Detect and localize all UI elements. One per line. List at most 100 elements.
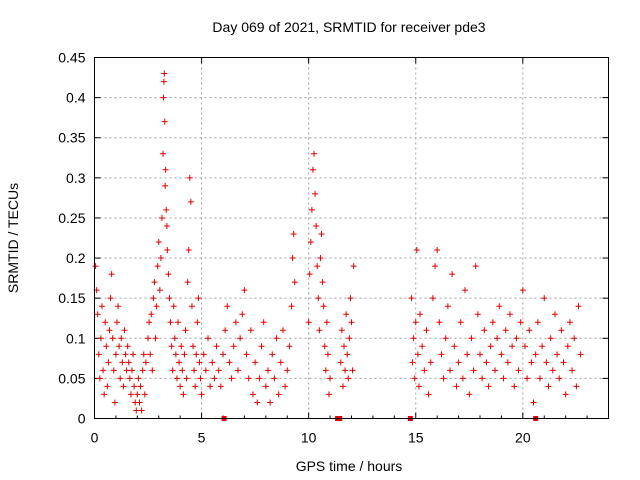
data-point <box>163 206 170 213</box>
data-point <box>322 367 329 374</box>
data-point <box>103 343 110 350</box>
data-point <box>277 359 284 366</box>
data-point <box>197 375 204 382</box>
data-point <box>432 263 439 270</box>
data-point <box>275 391 282 398</box>
y-tick-label: 0.3 <box>66 170 86 186</box>
data-point <box>134 391 141 398</box>
data-point <box>108 271 115 278</box>
data-point <box>162 166 169 173</box>
data-point <box>324 351 331 358</box>
data-point <box>193 351 200 358</box>
data-point <box>245 375 252 382</box>
data-point <box>536 375 543 382</box>
data-point <box>200 351 207 358</box>
data-point <box>96 375 103 382</box>
data-point <box>156 287 163 294</box>
data-point <box>289 255 296 262</box>
data-point <box>534 319 541 326</box>
data-point <box>491 367 498 374</box>
data-point <box>205 335 212 342</box>
data-point <box>343 311 350 318</box>
data-point <box>279 327 286 334</box>
data-point <box>121 327 128 334</box>
data-point <box>133 407 140 414</box>
data-point <box>148 311 155 318</box>
data-point <box>291 279 298 286</box>
data-point <box>124 343 131 350</box>
data-point <box>164 247 171 254</box>
data-point <box>239 311 246 318</box>
data-point <box>532 351 539 358</box>
data-point <box>213 343 220 350</box>
data-point <box>470 367 477 374</box>
data-point <box>136 399 143 406</box>
data-point <box>172 351 179 358</box>
data-point <box>190 343 197 350</box>
data-point <box>196 359 203 366</box>
data-point <box>126 375 133 382</box>
data-point <box>168 343 175 350</box>
data-point <box>421 367 428 374</box>
data-point <box>509 343 516 350</box>
data-point <box>566 319 573 326</box>
data-point <box>157 255 164 262</box>
data-point <box>104 383 111 390</box>
data-point <box>346 335 353 342</box>
data-point <box>423 327 430 334</box>
data-point <box>252 359 259 366</box>
data-point <box>455 359 462 366</box>
data-point <box>256 375 263 382</box>
data-point <box>326 391 333 398</box>
data-point <box>180 391 187 398</box>
data-point <box>220 351 226 358</box>
data-point <box>100 367 107 374</box>
data-point <box>273 335 280 342</box>
data-point <box>511 383 518 390</box>
data-point <box>107 295 114 302</box>
data-point <box>141 391 148 398</box>
data-point <box>207 383 214 390</box>
data-point <box>305 319 312 326</box>
data-point <box>95 351 102 358</box>
data-point <box>320 303 327 310</box>
chart-title: Day 069 of 2021, SRMTID for receiver pde… <box>212 19 485 35</box>
data-point <box>442 335 449 342</box>
data-point <box>528 359 535 366</box>
data-point <box>311 150 318 157</box>
data-point <box>163 222 170 229</box>
data-point <box>271 375 278 382</box>
data-point <box>106 327 113 334</box>
x-tick-label: 5 <box>198 430 206 446</box>
data-point <box>101 391 108 398</box>
data-point <box>466 391 473 398</box>
data-point <box>530 399 537 406</box>
data-point <box>262 383 269 390</box>
data-point <box>237 335 244 342</box>
data-point <box>515 367 522 374</box>
data-point <box>224 303 231 310</box>
data-point <box>153 303 160 310</box>
y-tick-label: 0.35 <box>58 130 85 146</box>
y-tick-label: 0.15 <box>58 290 85 306</box>
data-point <box>161 70 168 77</box>
data-point <box>269 351 276 358</box>
data-point <box>481 327 488 334</box>
data-point <box>202 367 209 374</box>
data-point <box>130 351 137 358</box>
data-point <box>487 343 494 350</box>
data-point <box>477 351 483 358</box>
data-point <box>152 335 159 342</box>
data-point <box>158 214 165 221</box>
data-point <box>502 327 509 334</box>
data-point <box>504 359 511 366</box>
x-axis-label: GPS time / hours <box>296 458 403 474</box>
data-point <box>149 367 156 374</box>
data-point <box>344 351 351 358</box>
data-point <box>551 311 558 318</box>
data-point <box>541 295 548 302</box>
data-point <box>410 335 417 342</box>
data-point <box>337 359 344 366</box>
data-point <box>128 367 135 374</box>
